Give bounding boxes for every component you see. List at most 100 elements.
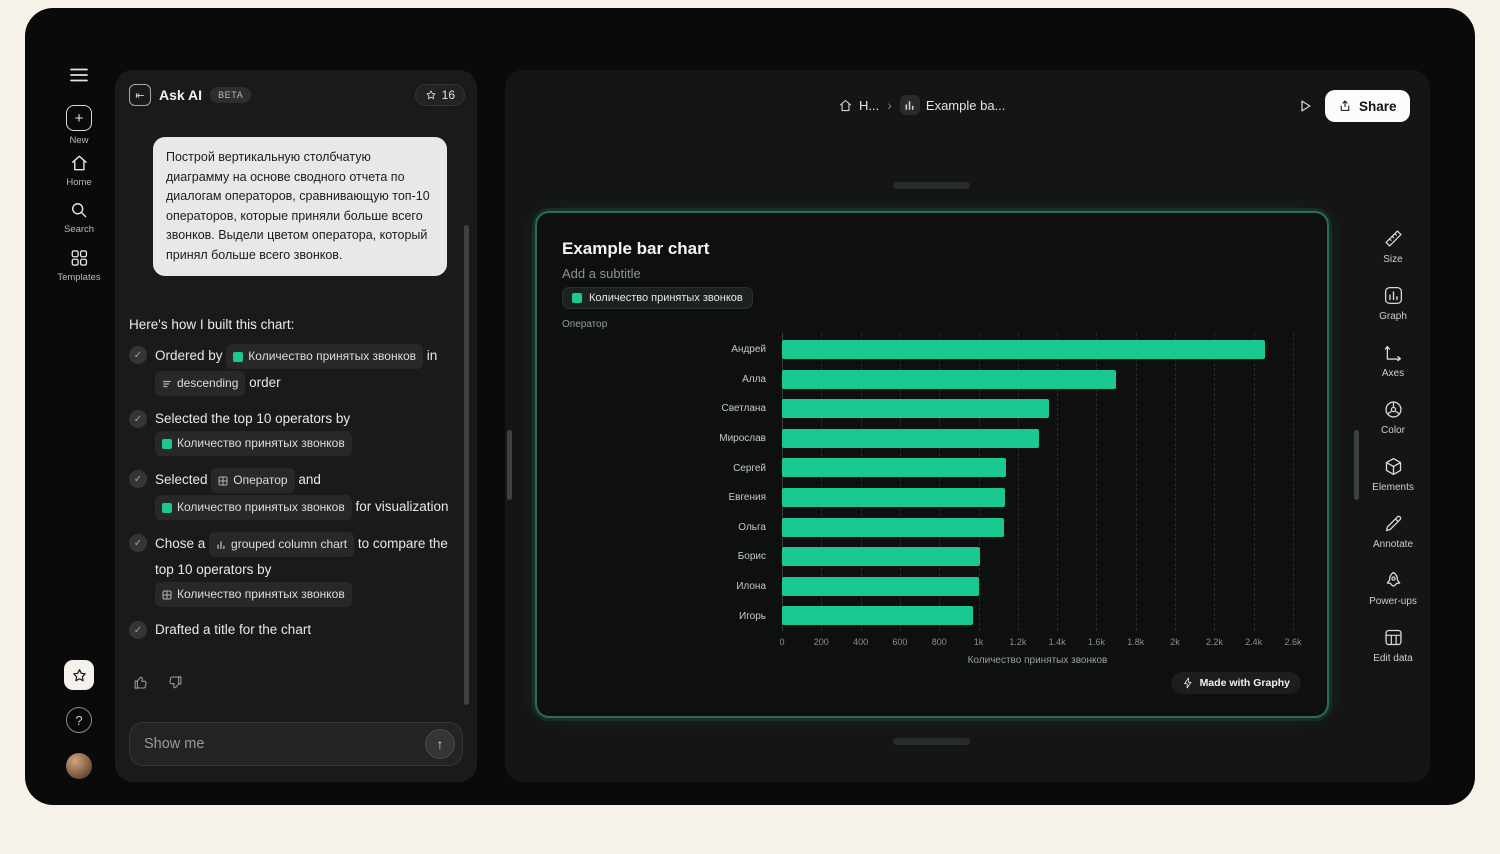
- app-window: + New Home Search Templates ? ⇤ Ask AI: [25, 8, 1475, 805]
- y-axis-title: Оператор: [562, 319, 608, 330]
- bar-row: Андрей: [562, 335, 1293, 365]
- tool-annotate[interactable]: Annotate: [1361, 513, 1425, 550]
- credits-badge[interactable]: 16: [414, 84, 465, 106]
- play-icon: [1301, 100, 1311, 112]
- inline-chip[interactable]: Количество принятых звонков: [155, 495, 352, 520]
- share-button[interactable]: Share: [1325, 90, 1410, 122]
- grid-line: [1293, 333, 1294, 631]
- x-tick-label: 1.4k: [1048, 637, 1066, 647]
- sidebar-item-new[interactable]: + New: [66, 105, 92, 146]
- star-icon: [72, 668, 86, 681]
- bar-row: Евгения: [562, 483, 1293, 513]
- chart-title[interactable]: Example bar chart: [562, 239, 710, 258]
- menu-button[interactable]: [70, 68, 88, 82]
- bar[interactable]: [782, 487, 1006, 507]
- inline-chip[interactable]: descending: [155, 371, 246, 396]
- hamburger-icon: [70, 68, 88, 82]
- tool-elements[interactable]: Elements: [1361, 456, 1425, 493]
- chart-grid: [782, 333, 1294, 631]
- inline-chip[interactable]: Количество принятых звонков: [155, 582, 352, 607]
- bar[interactable]: [782, 606, 973, 626]
- ai-step: ✓ Selected Оператор and Количество принят…: [129, 467, 469, 521]
- inline-chip[interactable]: Оператор: [211, 468, 295, 493]
- panel-resize-handle-right[interactable]: [1354, 430, 1359, 500]
- grid-line: [1253, 333, 1255, 631]
- sidebar-item-label: Templates: [57, 272, 101, 283]
- scrollbar-thumb[interactable]: [464, 225, 469, 705]
- help-button[interactable]: ?: [66, 707, 92, 733]
- chart-subtitle[interactable]: Add a subtitle: [562, 266, 641, 281]
- send-button[interactable]: ↑: [425, 729, 455, 759]
- star-icon: [426, 90, 436, 100]
- made-with-graphy-badge[interactable]: Made with Graphy: [1170, 672, 1301, 694]
- sidebar-item-label: Home: [66, 177, 92, 188]
- bar[interactable]: [782, 340, 1266, 359]
- tool-size[interactable]: Size: [1361, 228, 1425, 265]
- thumbs-up-icon[interactable]: [133, 674, 150, 691]
- bar-row: Сергей: [562, 453, 1293, 483]
- tool-axes[interactable]: Axes: [1361, 342, 1425, 379]
- ruler-icon: [1384, 230, 1402, 247]
- bar[interactable]: [782, 399, 1050, 419]
- tool-label: Size: [1383, 254, 1403, 265]
- thumbs-down-icon[interactable]: [166, 674, 183, 691]
- grid-line: [1017, 333, 1019, 631]
- step-text: Ordered by Количество принятых звонков i…: [155, 343, 469, 397]
- bar-row: Алла: [562, 365, 1293, 395]
- grid-line: [1057, 333, 1059, 631]
- category-label: Илона: [736, 581, 766, 593]
- sidebar-item-templates[interactable]: Templates: [57, 248, 101, 283]
- chart-card[interactable]: Example bar chart Add a subtitle Количес…: [535, 211, 1329, 718]
- breadcrumb-home[interactable]: H...: [838, 98, 879, 113]
- bar-track: [782, 542, 1293, 572]
- share-icon: [1340, 100, 1350, 111]
- inline-chip[interactable]: Количество принятых звонков: [226, 344, 424, 369]
- legend-chip[interactable]: Количество принятых звонков: [562, 287, 753, 309]
- sidebar-item-search[interactable]: Search: [64, 200, 94, 235]
- inline-chip[interactable]: grouped column chart: [209, 532, 355, 557]
- x-tick-label: 1.8k: [1127, 637, 1145, 647]
- user-prompt-message: Построй вертикальную столбчатую диаграмм…: [153, 137, 447, 276]
- breadcrumb-current[interactable]: Example ba...: [899, 95, 1005, 115]
- present-button[interactable]: [1293, 94, 1317, 118]
- bar-row: Илона: [562, 572, 1293, 602]
- sidebar-item-label: New: [69, 135, 89, 146]
- share-label: Share: [1359, 98, 1397, 114]
- bar[interactable]: [782, 458, 1007, 478]
- panel-resize-handle-left[interactable]: [507, 430, 512, 500]
- chart-doc-icon: [899, 95, 920, 115]
- user-avatar[interactable]: [66, 753, 92, 779]
- chart-rows: Андрей Алла Светлана Мирослав Сергей Евгения О…: [562, 335, 1293, 631]
- collapse-panel-icon[interactable]: ⇤: [129, 84, 151, 106]
- tool-color[interactable]: Color: [1361, 399, 1425, 436]
- bar[interactable]: [782, 576, 979, 596]
- x-tick-label: 800: [931, 637, 947, 647]
- favorites-button[interactable]: [64, 660, 94, 690]
- tool-edit-data[interactable]: Edit data: [1361, 627, 1425, 664]
- inline-chip[interactable]: Количество принятых звонков: [155, 431, 352, 456]
- drag-handle-bottom[interactable]: [893, 738, 970, 745]
- avatar: [66, 753, 92, 779]
- badge-label: Made with Graphy: [1199, 677, 1290, 689]
- x-tick-label: 2k: [1170, 637, 1180, 647]
- grid-line: [978, 333, 980, 631]
- bar[interactable]: [782, 547, 980, 567]
- tool-label: Axes: [1381, 368, 1405, 379]
- category-label: Алла: [742, 373, 766, 385]
- x-tick-label: 0: [779, 637, 785, 647]
- drag-handle-top[interactable]: [893, 182, 970, 189]
- x-tick-label: 1k: [973, 637, 984, 647]
- bar[interactable]: [782, 517, 1005, 537]
- templates-icon: [71, 250, 87, 266]
- tool-graph[interactable]: Graph: [1361, 285, 1425, 322]
- x-tick-label: 1.2k: [1009, 637, 1027, 647]
- plot-area: Андрей Алла Светлана Мирослав Сергей Евгения О…: [562, 333, 1294, 631]
- bar[interactable]: [782, 369, 1117, 389]
- x-tick-label: 600: [892, 637, 908, 647]
- bar[interactable]: [782, 428, 1040, 448]
- x-tick-label: 1.6k: [1087, 637, 1105, 647]
- sidebar-item-home[interactable]: Home: [66, 153, 92, 188]
- canvas-area: H... › Example ba... Share Example bar c…: [505, 70, 1430, 782]
- tool-power-ups[interactable]: Power-ups: [1361, 570, 1425, 607]
- ask-ai-input[interactable]: [130, 736, 425, 752]
